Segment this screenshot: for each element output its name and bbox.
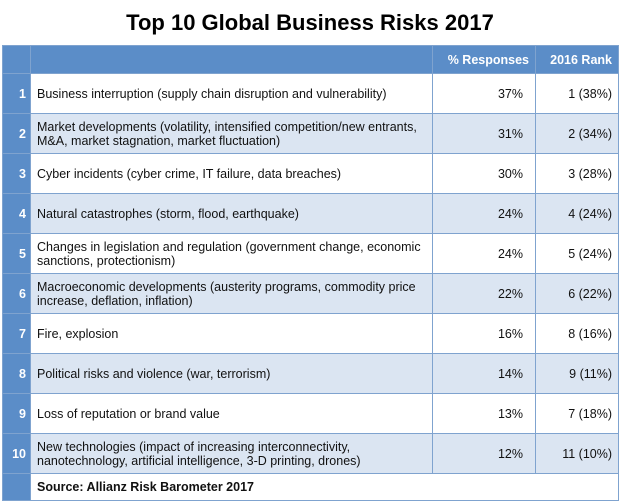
prior-rank: 2 (34%): [535, 113, 619, 154]
rank-number: 6: [2, 273, 31, 314]
rank-number: 8: [2, 353, 31, 394]
responses: 31%: [432, 113, 536, 154]
responses: 30%: [432, 153, 536, 194]
title: Top 10 Global Business Risks 2017: [126, 10, 494, 35]
table-body: 1 Business interruption (supply chain dis…: [2, 73, 619, 474]
table-row: 6 Macroeconomic developments (austerity p…: [2, 273, 619, 314]
risk-name: Fire, explosion: [30, 313, 433, 354]
prior-rank: 7 (18%): [535, 393, 619, 434]
header-cell: % Responses: [432, 45, 536, 74]
risk-name: Changes in legislation and regulation (g…: [30, 233, 433, 274]
table-row: 4 Natural catastrophes (storm, flood, ear…: [2, 193, 619, 234]
risk-name: Business interruption (supply chain disr…: [30, 73, 433, 114]
table-row: 3 Cyber incidents (cyber crime, IT failur…: [2, 153, 619, 194]
rank-number: 4: [2, 193, 31, 234]
risk-name: Macroeconomic developments (austerity pr…: [30, 273, 433, 314]
prior-rank: 8 (16%): [535, 313, 619, 354]
rank-number: 1: [2, 73, 31, 114]
prior-rank: 1 (38%): [535, 73, 619, 114]
table-row: 9 Loss of reputation or brand value 13% 7 (…: [2, 393, 619, 434]
risk-name: Loss of reputation or brand value: [30, 393, 433, 434]
rank-number: 7: [2, 313, 31, 354]
header-cell: [30, 45, 433, 74]
responses: 37%: [432, 73, 536, 114]
rank-number: 2: [2, 113, 31, 154]
responses: 22%: [432, 273, 536, 314]
prior-rank: 5 (24%): [535, 233, 619, 274]
prior-rank: 6 (22%): [535, 273, 619, 314]
responses: 24%: [432, 233, 536, 274]
rank-number: 3: [2, 153, 31, 194]
risk-name: Natural catastrophes (storm, flood, eart…: [30, 193, 433, 234]
rank-number: 10: [2, 433, 31, 474]
risk-table: % Responses 2016 Rank 1 Business interrup…: [2, 45, 619, 501]
prior-rank: 4 (24%): [535, 193, 619, 234]
rank-number: 9: [2, 393, 31, 434]
responses: 12%: [432, 433, 536, 474]
risk-name: Market developments (volatility, intensi…: [30, 113, 433, 154]
table-row: 2 Market developments (volatility, intens…: [2, 113, 619, 154]
table-row: 8 Political risks and violence (war, terr…: [2, 353, 619, 394]
prior-rank: 11 (10%): [535, 433, 619, 474]
table-row: 5 Changes in legislation and regulation (…: [2, 233, 619, 274]
table-row: 7 Fire, explosion 16% 8 (16%): [2, 313, 619, 354]
table-row: 10 New technologies (impact of increasing…: [2, 433, 619, 474]
prior-rank: 9 (11%): [535, 353, 619, 394]
responses: 13%: [432, 393, 536, 434]
prior-rank: 3 (28%): [535, 153, 619, 194]
table-header: % Responses 2016 Rank: [2, 45, 619, 74]
table-row: 1 Business interruption (supply chain dis…: [2, 73, 619, 114]
risk-name: Political risks and violence (war, terro…: [30, 353, 433, 394]
risk-name: New technologies (impact of increasing i…: [30, 433, 433, 474]
responses: 14%: [432, 353, 536, 394]
rank-number: 5: [2, 233, 31, 274]
source: Source: Allianz Risk Barometer 2017: [30, 473, 619, 501]
header-cell: 2016 Rank: [535, 45, 619, 74]
responses: 16%: [432, 313, 536, 354]
header-cell: [2, 45, 31, 74]
table-footer: Source: Allianz Risk Barometer 2017: [2, 473, 619, 501]
footer-cell: [2, 473, 31, 501]
risk-name: Cyber incidents (cyber crime, IT failure…: [30, 153, 433, 194]
responses: 24%: [432, 193, 536, 234]
